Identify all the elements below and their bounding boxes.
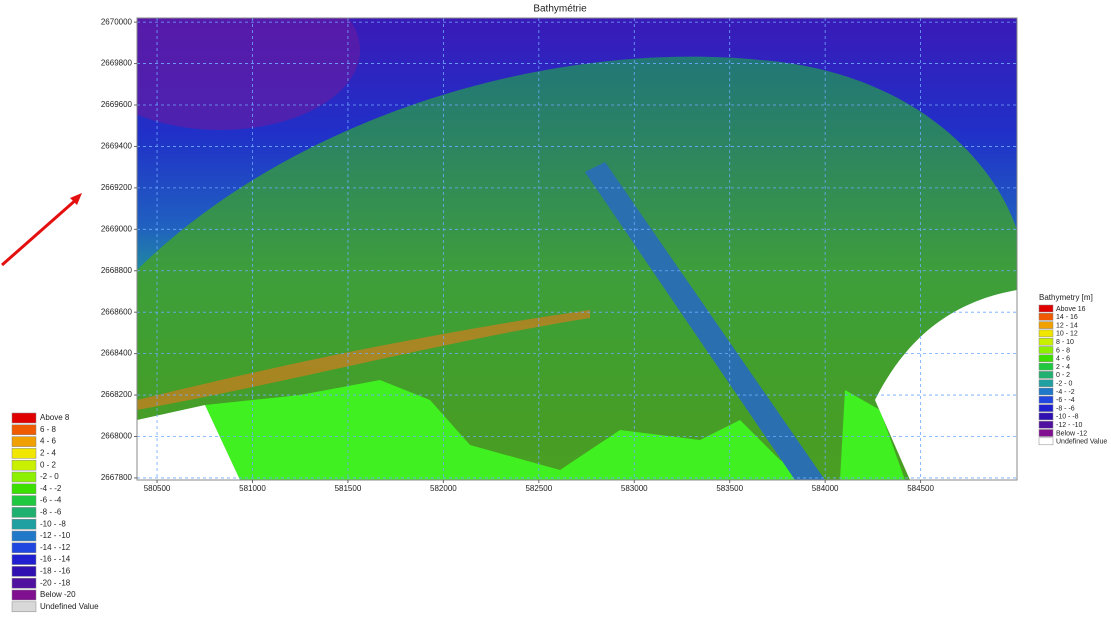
legend-swatch	[12, 425, 36, 435]
legend-label: -4 - -2	[1056, 389, 1075, 396]
legend-swatch	[1039, 330, 1053, 337]
legend-label: 2 - 4	[1056, 364, 1070, 371]
legend-label: 6 - 8	[40, 425, 57, 434]
legend-swatch	[12, 543, 36, 553]
legend-swatch	[12, 448, 36, 458]
legend-label: 12 - 14	[1056, 322, 1078, 329]
x-tick-label: 584000	[812, 484, 839, 493]
legend-label: -20 - -18	[40, 578, 71, 587]
legend-swatch	[1039, 396, 1053, 403]
legend-label: 0 - 2	[1056, 372, 1070, 379]
legend-swatch	[12, 507, 36, 517]
legend-label: 8 - 10	[1056, 339, 1074, 346]
legend-label: 6 - 8	[1056, 347, 1070, 354]
x-tick-label: 580500	[144, 484, 171, 493]
legend-swatch	[1039, 438, 1053, 445]
legend-label: -2 - 0	[1056, 381, 1072, 388]
legend-label: -4 - -2	[40, 484, 62, 493]
mesh-map	[80, 0, 1017, 480]
legend-label: Above 16	[1056, 306, 1086, 313]
legend-swatch	[1039, 388, 1053, 395]
y-tick-label: 2669200	[101, 183, 133, 192]
legend-swatch	[12, 437, 36, 447]
legend-label: -8 - -6	[1056, 405, 1075, 412]
legend-label: -16 - -14	[40, 555, 71, 564]
y-tick-label: 2669000	[101, 224, 133, 233]
legend-swatch	[12, 578, 36, 588]
legend-swatch	[1039, 305, 1053, 312]
legend-swatch	[1039, 380, 1053, 387]
y-tick-label: 2668600	[101, 307, 133, 316]
plot-title: Bathymétrie	[533, 4, 587, 15]
legend-label: -8 - -6	[40, 508, 62, 517]
legend-label: Below -20	[40, 590, 76, 599]
legend-label: Undefined Value	[40, 602, 99, 611]
legend-swatch	[12, 484, 36, 494]
legend-swatch	[12, 460, 36, 470]
legend-swatch	[1039, 371, 1053, 378]
y-tick-label: 2669800	[101, 59, 133, 68]
legend-swatch	[12, 590, 36, 600]
legend-swatch	[1039, 347, 1053, 354]
legend-swatch	[1039, 355, 1053, 362]
legend-label: Undefined Value	[1056, 439, 1107, 446]
legend-swatch	[12, 602, 36, 612]
legend-label: -6 - -4	[1056, 397, 1075, 404]
legend-label: 0 - 2	[40, 460, 57, 469]
y-tick-label: 2668800	[101, 266, 133, 275]
y-tick-label: 2669600	[101, 100, 133, 109]
legend-swatch	[12, 472, 36, 482]
legend-label: -12 - -10	[1056, 422, 1083, 429]
legend-label: 14 - 16	[1056, 314, 1078, 321]
legend-label: Below -12	[1056, 430, 1087, 437]
legend-label: 10 - 12	[1056, 331, 1078, 338]
screenshot: Bathymétrie 580500 581000 581500 582000 5825…	[0, 0, 1111, 617]
legend-swatch	[1039, 363, 1053, 370]
legend-label: 2 - 4	[40, 449, 57, 458]
legend-label: Above 8	[40, 413, 70, 422]
y-tick-label: 2670000	[101, 17, 133, 26]
plot-window: Bathymétrie 580500 581000 581500 582000 5825…	[0, 0, 1111, 617]
legend-label: -14 - -12	[40, 543, 71, 552]
legend-label: -18 - -16	[40, 567, 71, 576]
legend-swatch	[1039, 338, 1053, 345]
x-tick-label: 582000	[430, 484, 457, 493]
legend-label: -10 - -8	[40, 519, 66, 528]
legend-swatch	[1039, 313, 1053, 320]
legend-swatch	[12, 555, 36, 565]
legend-label: -10 - -8	[1056, 414, 1079, 421]
x-tick-label: 581000	[239, 484, 266, 493]
legend-swatch	[1039, 405, 1053, 412]
x-tick-label: 584500	[907, 484, 934, 493]
x-tick-label: 581500	[335, 484, 362, 493]
legend-label: 4 - 6	[1056, 356, 1070, 363]
x-tick-label: 583000	[621, 484, 648, 493]
legend-swatch	[12, 519, 36, 529]
legend-swatch	[1039, 430, 1053, 437]
legend-swatch	[12, 566, 36, 576]
y-tick-label: 2669400	[101, 142, 133, 151]
legend-swatch	[12, 496, 36, 506]
legend-swatch	[1039, 322, 1053, 329]
legend-label: -12 - -10	[40, 531, 71, 540]
legend-label: -6 - -4	[40, 496, 62, 505]
legend-swatch	[1039, 413, 1053, 420]
x-tick-label: 582500	[525, 484, 552, 493]
y-tick-label: 2667800	[101, 473, 133, 482]
y-tick-label: 2668400	[101, 349, 133, 358]
arrow-line	[2, 198, 78, 265]
legend-label: 4 - 6	[40, 437, 57, 446]
y-tick-label: 2668200	[101, 390, 133, 399]
legend-swatch	[12, 531, 36, 541]
legend-label: -2 - 0	[40, 472, 59, 481]
legend-title: Bathymetry [m]	[1039, 293, 1093, 302]
legend-swatch	[12, 413, 36, 423]
legend-swatch	[1039, 421, 1053, 428]
y-tick-label: 2668000	[101, 432, 133, 441]
x-tick-label: 583500	[716, 484, 743, 493]
